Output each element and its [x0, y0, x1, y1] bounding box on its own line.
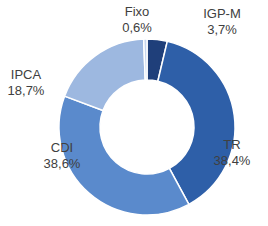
value-label: 0,6% — [122, 20, 152, 35]
category-label: IPCA — [11, 67, 42, 82]
value-label: 3,7% — [207, 22, 237, 37]
category-label: TR — [223, 137, 240, 152]
chart: IGP-M3,7% TR38,4% CDI38,6% IPCA18,7% Fixo0,6… — [0, 0, 268, 226]
value-label: 38,4% — [214, 153, 251, 168]
category-label: Fixo — [125, 4, 150, 19]
slice — [65, 39, 146, 110]
category-label: IGP-M — [203, 6, 241, 21]
category-label: CDI — [51, 140, 73, 155]
value-label: 18,7% — [8, 83, 45, 98]
value-label: 38,6% — [44, 156, 81, 171]
slice — [144, 39, 147, 80]
